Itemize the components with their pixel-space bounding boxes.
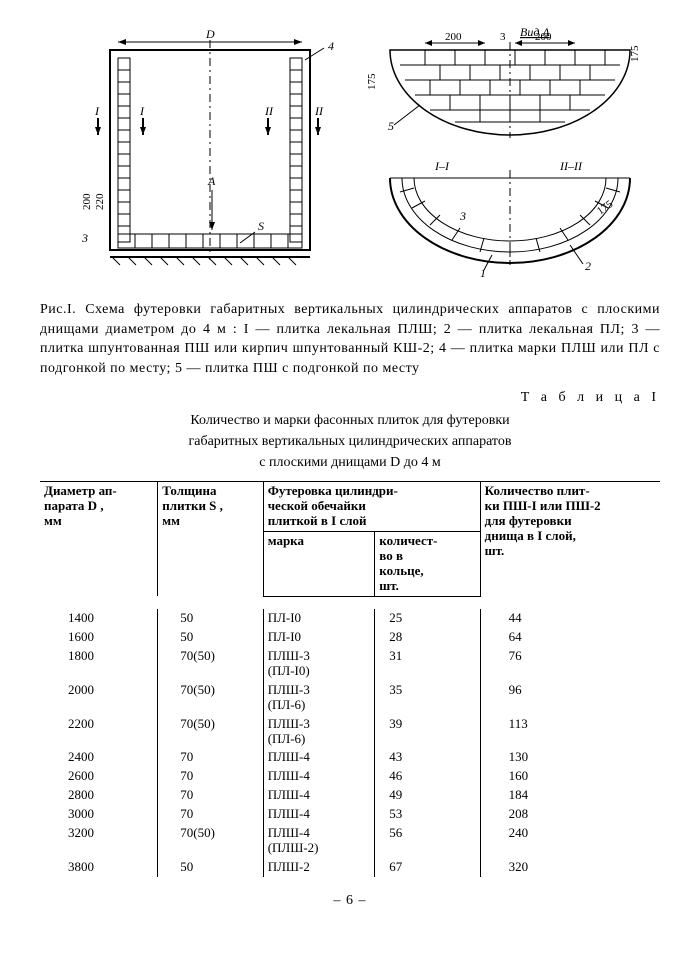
figure-diagrams: D I I II II А S 200 220 4 (40, 20, 640, 290)
hdr-thickness: Толщина плитки S , мм (158, 482, 263, 597)
mark-s: S (258, 219, 264, 233)
table-row: 200070(50)ПЛШ-3 (ПЛ-6)3596 (40, 681, 660, 715)
table-row: 220070(50)ПЛШ-3 (ПЛ-6)39113 (40, 715, 660, 749)
table-row: 160050ПЛ-I02864 (40, 628, 660, 647)
table-title-3: с плоскими днищами D до 4 м (259, 455, 440, 470)
call-3: 3 (81, 231, 88, 245)
table-title-1: Количество и марки фасонных плиток для ф… (190, 413, 509, 428)
sec-ii-inner: II (264, 104, 274, 118)
hdr-diameter: Диаметр ап- парата D , мм (40, 482, 158, 597)
dim-200v: 200 (81, 193, 93, 210)
figure-svg: D I I II II А S 200 220 4 (40, 20, 640, 290)
hdr-mark: марка (263, 532, 375, 597)
cylinder-section: D I I II II А S 200 220 4 (81, 27, 334, 265)
table-title-2: габаритных вертикальных цилиндрических а… (189, 434, 512, 449)
call-5: 5 (388, 119, 394, 133)
sections: I–I II–II 175 1 2 3 (390, 159, 630, 280)
hdr-qty-ring: количест- во в кольце, шт. (375, 532, 480, 597)
table-label: Т а б л и ц а I (40, 390, 660, 406)
dim-175a: 175 (629, 45, 640, 62)
call-3c: 3 (459, 209, 466, 223)
call-3b: 3 (500, 31, 506, 43)
dim-200b: 200 (535, 31, 552, 43)
sec-i-inner: I (139, 104, 145, 118)
table-row: 320070(50)ПЛШ-4 (ПЛШ-2)56240 (40, 824, 660, 858)
hdr-bottom-count: Количество плит- ки ПШ-I или ПШ-2 для фу… (480, 482, 660, 597)
page-number: – 6 – (40, 893, 660, 909)
table-row: 280070ПЛШ-449184 (40, 786, 660, 805)
table-title: Количество и марки фасонных плиток для ф… (40, 410, 660, 473)
sec-i-i: I–I (434, 159, 450, 173)
dim-200a: 200 (445, 31, 462, 43)
sec-i-left: I (94, 104, 100, 118)
table-row: 260070ПЛШ-446160 (40, 767, 660, 786)
table-row: 300070ПЛШ-453208 (40, 805, 660, 824)
table-row: 380050ПЛШ-267320 (40, 858, 660, 877)
sec-ii-ii: II–II (559, 159, 583, 173)
figure-caption: Рис.I. Схема футеровки габаритных вертик… (40, 300, 660, 378)
dim-d: D (205, 27, 215, 41)
tile-count-table: Диаметр ап- парата D , мм Толщина плитки… (40, 481, 660, 877)
table-row: 140050ПЛ-I02544 (40, 609, 660, 628)
table-row: 240070ПЛШ-443130 (40, 748, 660, 767)
call-2: 2 (585, 259, 591, 273)
sec-ii-right: II (314, 104, 324, 118)
mark-a: А (207, 174, 216, 188)
table-row: 180070(50)ПЛШ-3 (ПЛ-I0)3176 (40, 647, 660, 681)
table-body: 140050ПЛ-I02544160050ПЛ-I02864180070(50)… (40, 596, 660, 877)
call-4: 4 (328, 39, 334, 53)
view-a: Вид А (366, 25, 640, 138)
hdr-shell-lining: Футеровка цилиндри- ческой обечайки плит… (263, 482, 480, 532)
dim-220v: 220 (94, 193, 106, 210)
dim-175b: 175 (366, 73, 378, 90)
